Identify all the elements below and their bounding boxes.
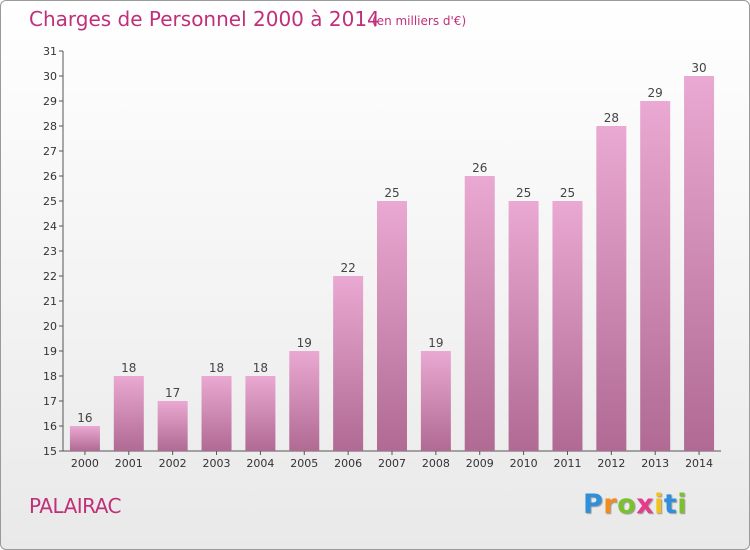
data-label: 26 — [472, 161, 487, 175]
data-label: 25 — [516, 186, 531, 200]
data-label: 18 — [209, 361, 224, 375]
axes: 15 16 17 18 19 20 21 22 23 24 25 26 27 28 29 30 31 — [43, 45, 721, 458]
data-label: 22 — [340, 261, 355, 275]
data-label: 18 — [253, 361, 268, 375]
y-tick-label: 25 — [43, 195, 57, 208]
logo-letter: P — [583, 489, 604, 520]
y-tick-label: 28 — [43, 120, 57, 133]
logo-letter: o — [617, 489, 637, 520]
data-label: 17 — [165, 386, 180, 400]
logo-letter: r — [603, 489, 618, 520]
y-tick-label: 17 — [43, 395, 57, 408]
bar — [69, 426, 100, 451]
x-tick-label: 2007 — [378, 457, 406, 470]
data-label: 25 — [560, 186, 575, 200]
y-tick-label: 18 — [43, 370, 57, 383]
bar — [377, 201, 407, 451]
bar — [420, 351, 451, 451]
y-tick-label: 26 — [43, 170, 57, 183]
bar — [684, 76, 715, 451]
logo-letter: i — [677, 489, 688, 520]
y-tick-label: 27 — [43, 145, 57, 158]
bar — [113, 376, 144, 451]
data-label: 19 — [428, 336, 443, 350]
y-tick-label: 16 — [43, 420, 57, 433]
data-label: 29 — [648, 86, 663, 100]
data-label: 16 — [77, 411, 92, 425]
bar — [552, 201, 583, 451]
y-tick-label: 19 — [43, 345, 57, 358]
x-tick-label: 2002 — [159, 457, 187, 470]
chart-title: Charges de Personnel 2000 à 2014 — [29, 7, 380, 31]
x-tick-label: 2010 — [510, 457, 538, 470]
x-tick-label: 2008 — [422, 457, 450, 470]
bar — [508, 201, 539, 451]
x-tick-label: 2014 — [685, 457, 713, 470]
bars — [69, 76, 715, 451]
data-label: 28 — [604, 111, 619, 125]
y-tick-label: 22 — [43, 270, 57, 283]
y-tick-label: 29 — [43, 95, 57, 108]
y-tick-label: 24 — [43, 220, 57, 233]
x-tick-label: 2011 — [553, 457, 581, 470]
bar — [333, 276, 364, 451]
bar — [201, 376, 232, 451]
x-tick-label: 2005 — [290, 457, 318, 470]
bar — [640, 101, 671, 451]
proxiti-logo: Proxiti — [583, 489, 687, 520]
bar — [157, 401, 188, 451]
x-tick-label: 2012 — [597, 457, 625, 470]
data-label: 19 — [297, 336, 312, 350]
bar — [596, 126, 627, 451]
labels: 2000 16 2001 18 2002 17 2003 18 2004 18 2005 19 2006… — [71, 61, 713, 470]
bar — [289, 351, 320, 451]
y-tick-label: 30 — [43, 70, 57, 83]
x-tick-label: 2006 — [334, 457, 362, 470]
x-tick-label: 2001 — [115, 457, 143, 470]
x-tick-label: 2004 — [246, 457, 274, 470]
x-tick-label: 2013 — [641, 457, 669, 470]
data-label: 18 — [121, 361, 136, 375]
x-tick-label: 2000 — [71, 457, 99, 470]
bar — [464, 176, 495, 451]
y-tick-label: 21 — [43, 295, 57, 308]
x-tick-label: 2003 — [203, 457, 231, 470]
y-tick-label: 15 — [43, 445, 57, 458]
logo-letter: i — [654, 489, 664, 520]
chart-subtitle: (en milliers d'€) — [372, 14, 467, 28]
logo-letter: x — [636, 489, 655, 520]
x-tick-label: 2009 — [466, 457, 494, 470]
place-name: PALAIRAC — [29, 494, 122, 518]
y-tick-label: 31 — [43, 45, 57, 58]
y-tick-label: 23 — [43, 245, 57, 258]
data-label: 25 — [384, 186, 399, 200]
logo-letter: t — [663, 489, 678, 520]
bar — [245, 376, 276, 451]
y-tick-label: 20 — [43, 320, 57, 333]
data-label: 30 — [691, 61, 706, 75]
